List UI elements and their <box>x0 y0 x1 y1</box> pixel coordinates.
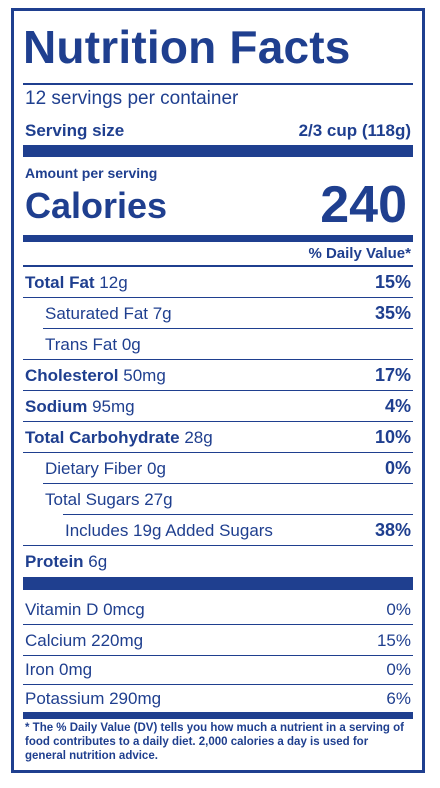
vitamin-row-vitamin-d: Vitamin D 0mcg 0% <box>23 594 413 625</box>
nutrient-daily-value: 35% <box>374 303 411 323</box>
nutrient-name: Cholesterol 50mg <box>25 366 166 385</box>
nutrient-daily-value: 4% <box>384 396 411 416</box>
nutrient-name: Protein 6g <box>25 552 108 571</box>
nutrient-row-saturated-fat: Saturated Fat 7g 35% <box>23 298 413 329</box>
medium-divider <box>23 712 413 719</box>
vitamin-name: Iron 0mg <box>25 660 93 679</box>
nutrient-name: Sodium 95mg <box>25 397 135 416</box>
vitamin-name: Potassium 290mg <box>25 689 162 708</box>
nutrient-name: Includes 19g Added Sugars <box>65 521 273 540</box>
medium-divider <box>23 235 413 242</box>
vitamin-row-calcium: Calcium 220mg 15% <box>23 625 413 656</box>
label-title: Nutrition Facts <box>23 21 351 73</box>
nutrient-row-dietary-fiber: Dietary Fiber 0g 0% <box>23 453 413 484</box>
divider <box>23 83 413 85</box>
nutrient-daily-value: 15% <box>374 272 411 292</box>
vitamin-daily-value: 6% <box>386 689 411 708</box>
vitamin-name: Calcium 220mg <box>25 631 144 650</box>
nutrient-daily-value: 38% <box>374 520 411 540</box>
nutrient-name: Total Carbohydrate 28g <box>25 428 213 447</box>
nutrient-name: Dietary Fiber 0g <box>45 459 166 478</box>
nutrient-row-sodium: Sodium 95mg 4% <box>23 391 413 422</box>
vitamin-name: Vitamin D 0mcg <box>25 600 145 619</box>
nutrient-row-total-carbohydrate: Total Carbohydrate 28g 10% <box>23 422 413 453</box>
nutrient-row-trans-fat: Trans Fat 0g <box>23 329 413 360</box>
serving-size-row: Serving size 2/3 cup (118g) <box>25 119 411 143</box>
serving-size-value: 2/3 cup (118g) <box>298 121 411 140</box>
daily-value-header: % Daily Value* <box>308 245 411 262</box>
nutrient-row-added-sugars: Includes 19g Added Sugars 38% <box>23 515 413 546</box>
nutrient-daily-value: 17% <box>374 365 411 385</box>
nutrient-name: Total Sugars 27g <box>45 490 173 509</box>
amount-per-serving: Amount per serving <box>25 165 158 181</box>
calories-label: Calories <box>25 185 168 226</box>
vitamin-daily-value: 15% <box>376 631 411 650</box>
thick-divider <box>23 577 413 590</box>
vitamin-daily-value: 0% <box>386 660 411 679</box>
nutrient-daily-value: 0% <box>384 458 411 478</box>
servings-per-container: 12 servings per container <box>25 88 239 109</box>
nutrition-facts-label: Nutrition Facts 12 servings per containe… <box>11 8 425 773</box>
nutrient-row-cholesterol: Cholesterol 50mg 17% <box>23 360 413 391</box>
nutrient-row-total-fat: Total Fat 12g 15% <box>23 267 413 298</box>
nutrient-name: Saturated Fat 7g <box>45 304 172 323</box>
calories-value: 240 <box>320 176 407 234</box>
daily-value-footnote: * The % Daily Value (DV) tells you how m… <box>25 722 404 762</box>
label-content: Nutrition Facts 12 servings per containe… <box>23 11 413 770</box>
vitamin-row-potassium: Potassium 290mg 6% <box>23 683 413 714</box>
nutrient-daily-value: 10% <box>374 427 411 447</box>
divider <box>23 265 413 267</box>
serving-size-label: Serving size <box>25 121 125 140</box>
nutrient-name: Trans Fat 0g <box>45 335 141 354</box>
nutrient-name: Total Fat 12g <box>25 273 128 292</box>
nutrient-row-protein: Protein 6g <box>23 546 413 577</box>
nutrient-row-total-sugars: Total Sugars 27g <box>23 484 413 515</box>
thick-divider <box>23 145 413 157</box>
vitamin-daily-value: 0% <box>386 600 411 619</box>
vitamin-row-iron: Iron 0mg 0% <box>23 654 413 685</box>
